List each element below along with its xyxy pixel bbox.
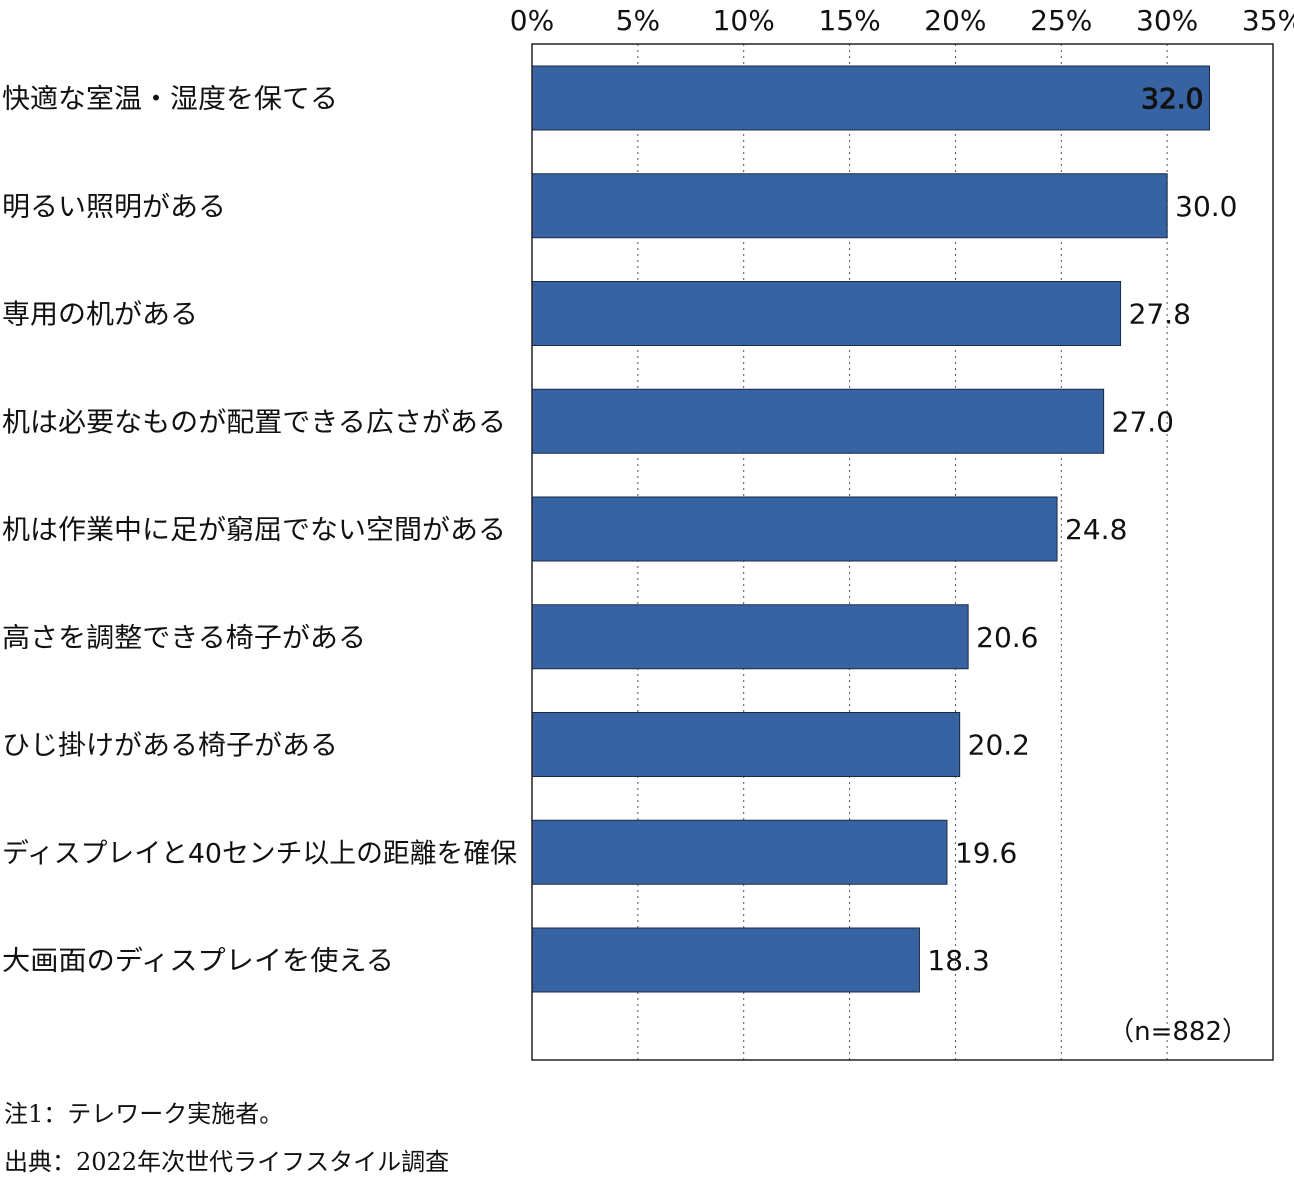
x-tick-label: 25% — [1030, 4, 1092, 37]
bar — [531, 388, 1105, 454]
bar — [531, 712, 961, 777]
bar — [531, 819, 948, 885]
category-label: 専用の机がある — [2, 300, 198, 331]
bar — [531, 496, 1058, 562]
category-label: 明るい照明がある — [2, 192, 226, 223]
bar-value-label: 20.6 — [976, 621, 1038, 654]
bar-value-label: 24.8 — [1065, 513, 1127, 546]
bar — [531, 281, 1122, 346]
bar-value-label: 20.2 — [968, 729, 1030, 762]
bar — [531, 65, 1210, 131]
bar — [531, 927, 920, 993]
x-tick-label: 10% — [713, 4, 775, 37]
category-labels: 快適な室温・湿度を保てる明るい照明がある専用の机がある机は必要なものが配置できる… — [2, 84, 517, 977]
plot-frame — [531, 43, 1274, 1061]
sample-size-annotation: （n=882） — [1108, 1017, 1248, 1047]
bar-value-label: 19.6 — [955, 836, 1017, 869]
x-tick-label: 30% — [1136, 4, 1198, 37]
x-tick-label: 35% — [1242, 4, 1294, 37]
category-label: ディスプレイと40センチ以上の距離を確保 — [2, 838, 517, 869]
x-tick-label: 5% — [616, 4, 660, 37]
x-tick-label: 20% — [924, 4, 986, 37]
x-tick-label: 0% — [510, 4, 554, 37]
x-axis-ticks: 0% 5% 10% 15% 20% 25% 30% 35% — [510, 4, 1294, 37]
footnote: 注1：テレワーク実施者。 — [4, 1100, 284, 1128]
bar-chart: 0% 5% 10% 15% 20% 25% 30% 35% 32.0 30.0 27.8 27.0 2… — [2, 4, 1294, 1061]
bar — [531, 604, 969, 670]
bar-value-label: 32.0 — [1141, 82, 1203, 115]
bar-value-label: 27.0 — [1112, 405, 1174, 438]
category-label: 高さを調整できる椅子がある — [2, 623, 366, 654]
bar-value-label: 27.8 — [1129, 298, 1191, 331]
category-label: 机は作業中に足が窮屈でない空間がある — [2, 515, 506, 546]
bar-value-label: 30.0 — [1175, 190, 1237, 223]
category-label: 大画面のディスプレイを使える — [2, 946, 394, 977]
x-tick-label: 15% — [818, 4, 880, 37]
bar — [531, 173, 1168, 239]
bar-value-label: 18.3 — [927, 944, 989, 977]
category-label: 机は必要なものが配置できる広さがある — [2, 407, 506, 438]
source-note: 出典：2022年次世代ライフスタイル調査 — [4, 1148, 450, 1176]
bars: 32.0 30.0 27.8 27.0 24.8 20.6 20.2 19.6 18.3 — [531, 65, 1237, 993]
category-label: ひじ掛けがある椅子がある — [2, 731, 338, 762]
category-label: 快適な室温・湿度を保てる — [2, 84, 338, 115]
